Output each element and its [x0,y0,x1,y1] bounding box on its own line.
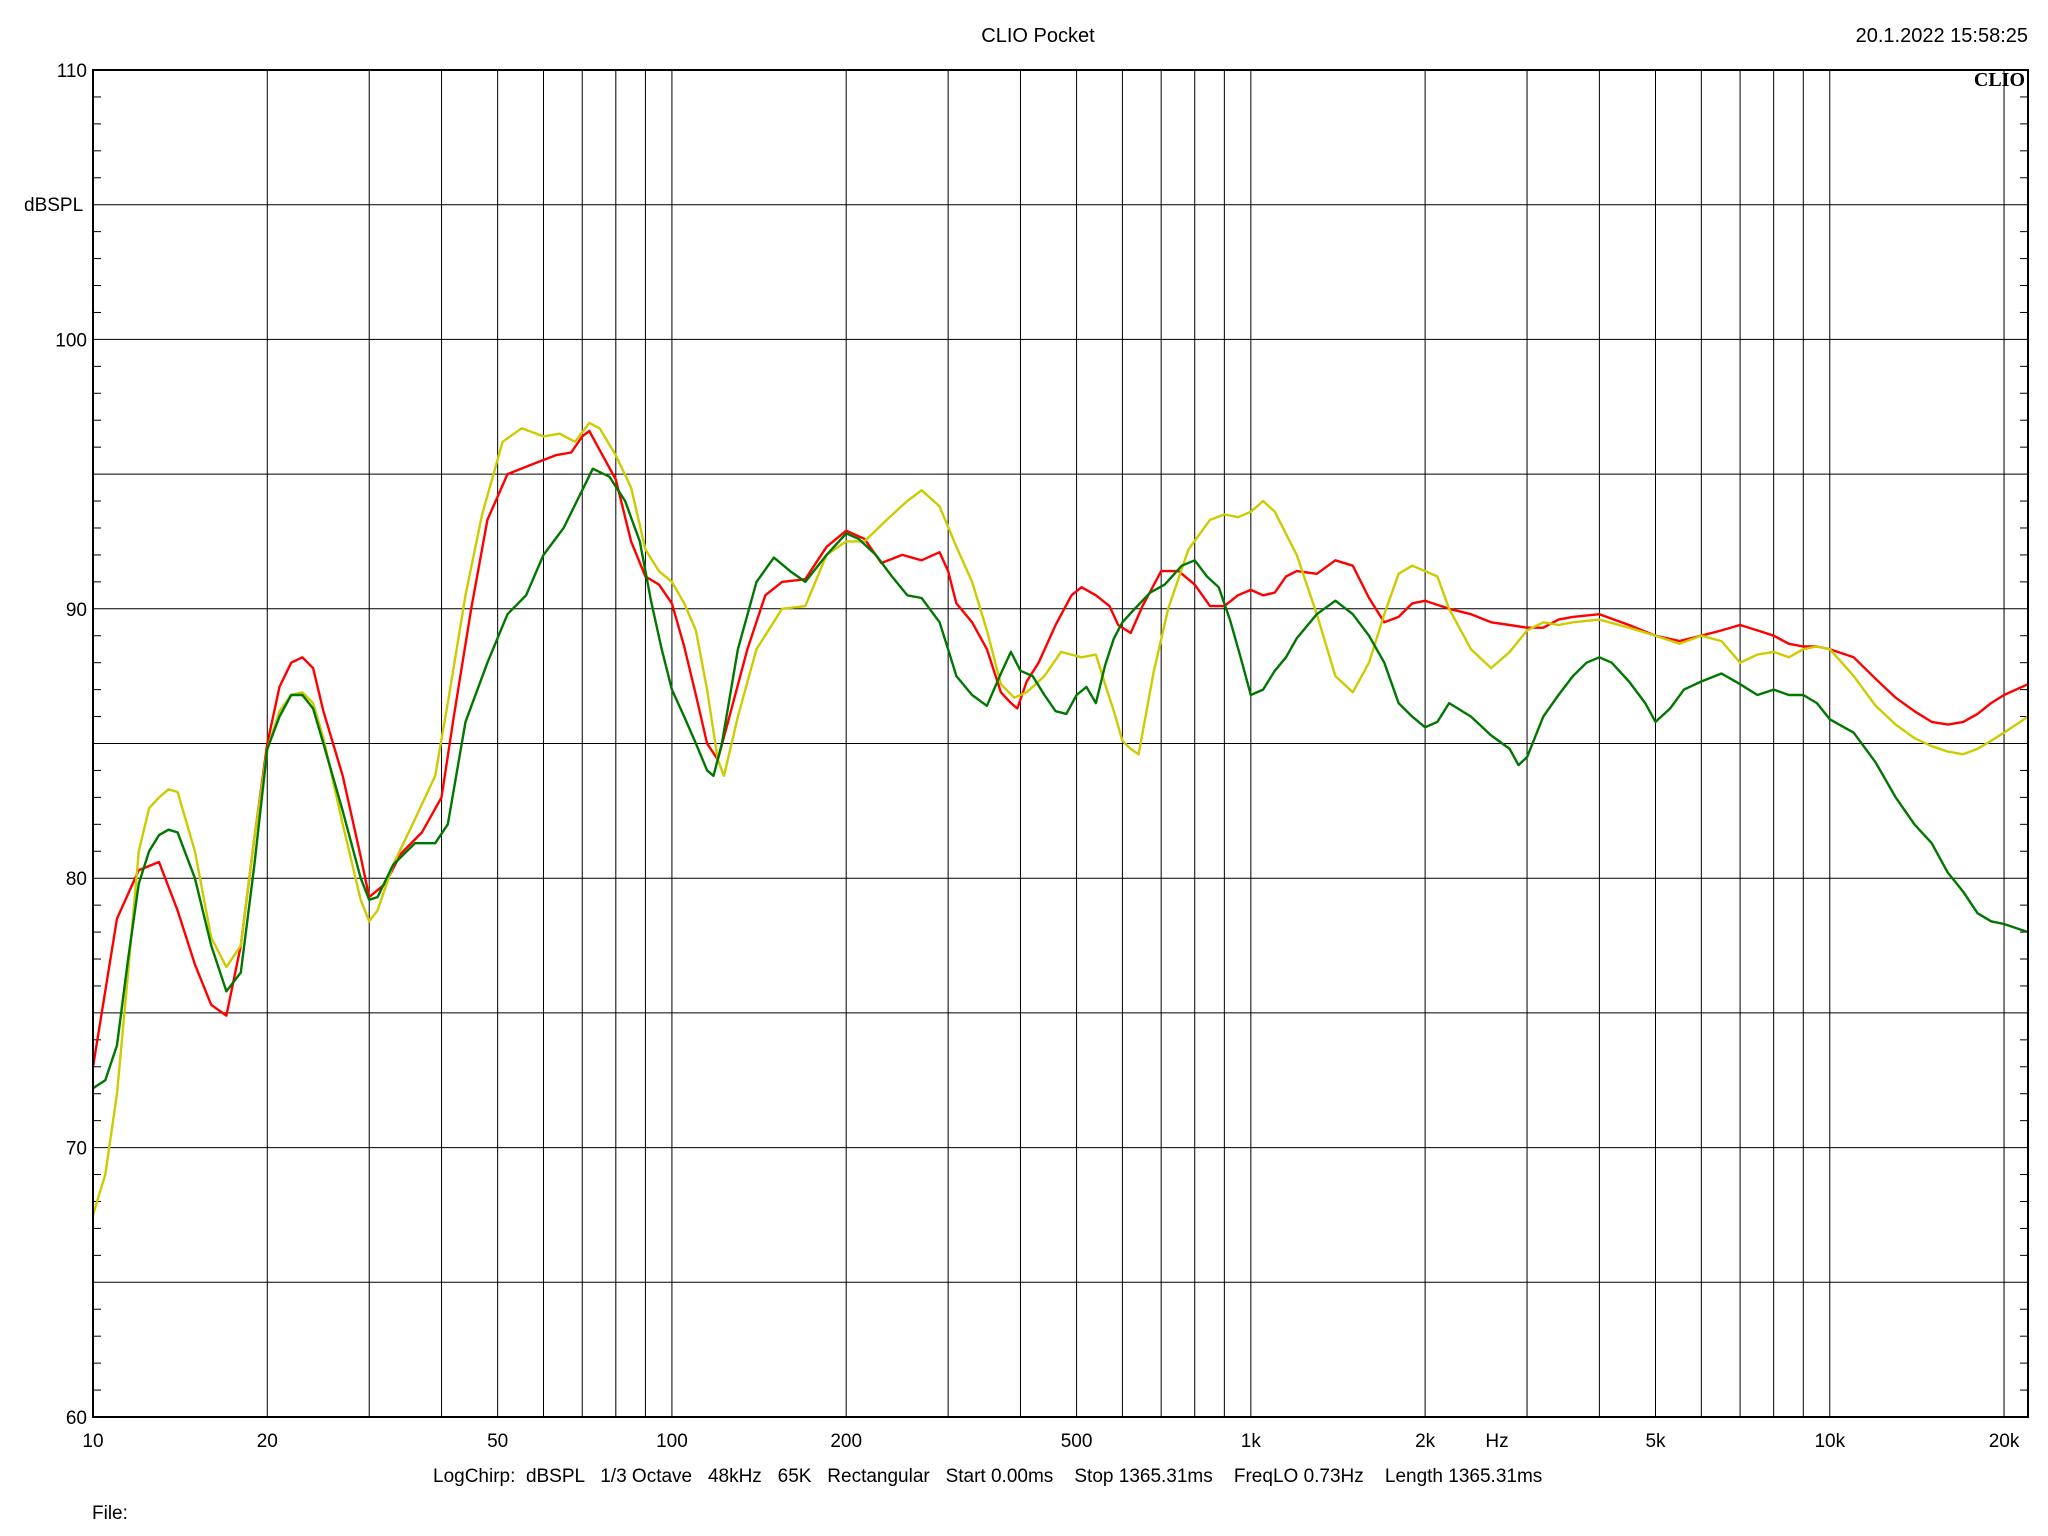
grid-lines [93,70,2028,1417]
x-tick-label: 20k [1989,1431,2020,1452]
series-line [92,467,2029,1090]
y-tick-label: 100 [55,330,87,351]
x-tick-label: 50 [487,1431,508,1452]
y-tick-label: 90 [66,600,87,621]
series-line [91,421,2029,1216]
x-tick-label: 5k [1645,1431,1666,1452]
x-axis-label: Hz [1485,1431,1508,1452]
series-layer [91,421,2029,1216]
y-tick-label: 70 [66,1139,87,1160]
x-tick-label: 100 [656,1431,688,1452]
series-line [91,429,2029,1067]
chart-title: CLIO Pocket [981,25,1095,47]
measurement-settings: LogChirp: dBSPL 1/3 Octave 48kHz 65K Rec… [433,1466,1542,1487]
y-tick-label: 60 [66,1408,87,1429]
x-tick-label: 1k [1241,1431,1262,1452]
timestamp: 20.1.2022 15:58:25 [1856,25,2028,47]
x-tick-label: 10k [1814,1431,1845,1452]
file-label: File: [92,1503,128,1524]
y-tick-labels: 110 100 90 80 70 60 [55,61,87,1429]
x-tick-label: 20 [257,1431,278,1452]
x-tick-label: 500 [1061,1431,1093,1452]
y-axis-label: dBSPL [24,195,83,216]
clio-logo: CLIO [1974,69,2025,91]
x-tick-label: 200 [830,1431,862,1452]
x-tick-label: 10 [82,1431,103,1452]
y-tick-label: 110 [57,61,87,82]
x-tick-label: 2k [1415,1431,1436,1452]
y-tick-label: 80 [66,869,87,890]
axis-ticks [93,96,2028,1391]
plot-frame [92,69,2029,1418]
x-tick-labels: 10 20 50 100 200 500 1k 2k 5k 10k 20k [82,1431,2019,1452]
